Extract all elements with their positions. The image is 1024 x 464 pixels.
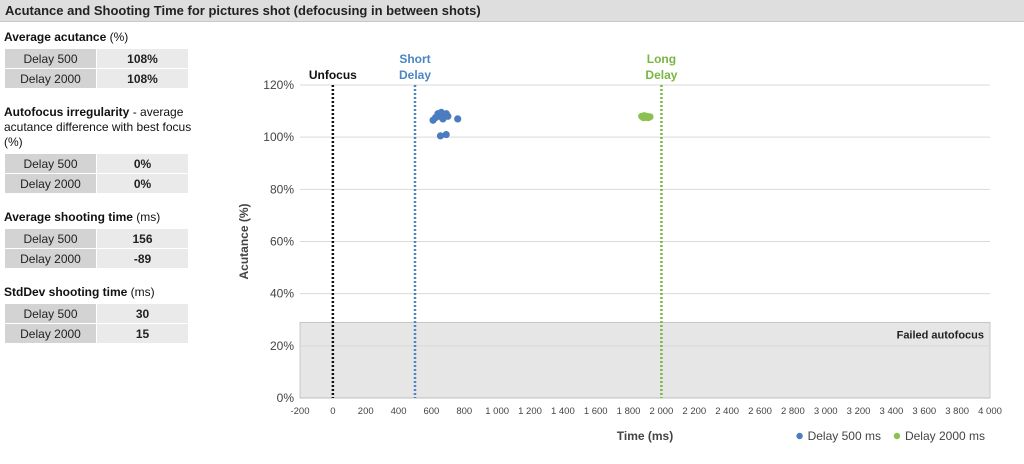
window-title-bar: Acutance and Shooting Time for pictures … <box>0 0 1024 22</box>
row-value: -89 <box>96 248 189 269</box>
row-label: Delay 500 <box>4 303 97 324</box>
stat-title-rest: (ms) <box>127 285 155 299</box>
row-value: 108% <box>96 68 189 89</box>
x-tick-label: 3 000 <box>814 406 838 417</box>
table-row: Delay 2000 0% <box>4 173 189 194</box>
stat-title-bold: Autofocus irregularity <box>4 105 130 119</box>
y-tick-label: 120% <box>263 78 294 92</box>
failed-autofocus-zone <box>299 321 991 399</box>
row-label: Delay 500 <box>4 228 97 249</box>
reference-line-label: Delay <box>399 68 431 82</box>
x-tick-label: -200 <box>290 406 309 417</box>
data-point <box>444 112 452 120</box>
table-row: Delay 500 156 <box>4 228 189 249</box>
row-value: 0% <box>96 153 189 174</box>
x-tick-label: 1 600 <box>584 406 608 417</box>
x-tick-label: 800 <box>456 406 472 417</box>
row-label: Delay 2000 <box>4 323 97 344</box>
stat-section-title: Average shooting time (ms) <box>4 210 204 225</box>
chart-title: Acutance and Shooting Time for pictures … <box>5 3 481 18</box>
y-tick-label: 100% <box>263 130 294 144</box>
x-tick-label: 3 400 <box>880 406 904 417</box>
table-row: Delay 500 0% <box>4 153 189 174</box>
stat-title-bold: Average shooting time <box>4 210 133 224</box>
row-value: 156 <box>96 228 189 249</box>
x-tick-label: 1 800 <box>617 406 641 417</box>
acutance-time-scatter-chart: Failed autofocus 0% 20% 40% 60% 80% 100% 120% -2… <box>237 52 1002 443</box>
table-row: Delay 500 30 <box>4 303 189 324</box>
x-tick-label: 600 <box>423 406 439 417</box>
stat-section: StdDev shooting time (ms) Delay 500 30 Dela… <box>4 285 204 344</box>
x-tick-label: 0 <box>330 406 335 417</box>
y-tick-label: 80% <box>270 182 294 196</box>
data-point <box>436 132 445 140</box>
stat-title-rest: - average acutance difference with best … <box>4 105 192 149</box>
reference-line-label: Long <box>647 52 676 66</box>
legend-marker <box>893 432 901 440</box>
x-tick-label: 1 200 <box>518 406 542 417</box>
legend-marker <box>796 432 803 440</box>
row-label: Delay 2000 <box>4 68 97 89</box>
y-tick-label: 40% <box>270 287 294 301</box>
x-tick-label: 3 200 <box>847 406 871 417</box>
x-tick-label: 2 000 <box>650 406 674 417</box>
stats-panel: Average acutance (%) Delay 500 108% Delay 2… <box>4 30 204 360</box>
stat-table: Delay 500 108% Delay 2000 108% <box>4 48 189 89</box>
table-row: Delay 2000 108% <box>4 68 189 89</box>
x-tick-label: 400 <box>391 406 407 417</box>
row-label: Delay 2000 <box>4 173 97 194</box>
legend-label: Delay 500 ms <box>808 429 881 443</box>
failed-autofocus-label: Failed autofocus <box>897 329 984 341</box>
stat-section-title: Autofocus irregularity - average acutanc… <box>4 105 194 150</box>
x-tick-label: 1 400 <box>551 406 575 417</box>
x-tick-label: 2 600 <box>748 406 772 417</box>
legend-label: Delay 2000 ms <box>905 429 985 443</box>
reference-line-label: Unfocus <box>309 68 357 82</box>
stat-section-title: StdDev shooting time (ms) <box>4 285 204 300</box>
row-value: 30 <box>96 303 189 324</box>
data-point <box>442 130 450 139</box>
stat-title-bold: Average acutance <box>4 30 107 44</box>
y-tick-label: 0% <box>277 391 295 405</box>
row-value: 108% <box>96 48 189 69</box>
row-label: Delay 2000 <box>4 248 97 269</box>
x-tick-label: 3 800 <box>945 406 969 417</box>
table-row: Delay 500 108% <box>4 48 189 69</box>
stat-table: Delay 500 0% Delay 2000 0% <box>4 153 189 194</box>
row-label: Delay 500 <box>4 48 97 69</box>
stat-title-rest: (%) <box>106 30 129 44</box>
stat-table: Delay 500 156 Delay 2000 -89 <box>4 228 189 269</box>
x-tick-label: 2 400 <box>715 406 739 417</box>
stat-title-bold: StdDev shooting time <box>4 285 128 299</box>
stat-section: Average acutance (%) Delay 500 108% Delay 2… <box>4 30 204 89</box>
row-value: 0% <box>96 173 189 194</box>
x-tick-label: 200 <box>358 406 374 417</box>
data-point <box>454 115 462 123</box>
stat-section: Autofocus irregularity - average acutanc… <box>4 105 204 194</box>
stat-section-title: Average acutance (%) <box>4 30 204 45</box>
reference-line-label: Short <box>399 52 430 66</box>
y-tick-label: 20% <box>270 339 294 353</box>
stat-section: Average shooting time (ms) Delay 500 156 De… <box>4 210 204 269</box>
y-tick-label: 60% <box>270 235 294 249</box>
x-tick-label: 4 000 <box>978 406 1002 417</box>
x-axis-title: Time (ms) <box>617 429 673 443</box>
x-tick-label: 2 200 <box>682 406 706 417</box>
table-row: Delay 2000 15 <box>4 323 189 344</box>
y-axis-title: Acutance (%) <box>237 203 251 279</box>
stat-table: Delay 500 30 Delay 2000 15 <box>4 303 189 344</box>
x-tick-label: 1 000 <box>485 406 509 417</box>
x-tick-label: 2 800 <box>781 406 805 417</box>
table-row: Delay 2000 -89 <box>4 248 189 269</box>
row-label: Delay 500 <box>4 153 97 174</box>
data-point <box>646 113 654 121</box>
row-value: 15 <box>96 323 189 344</box>
stat-title-rest: (ms) <box>132 210 161 224</box>
reference-line-label: Delay <box>645 68 677 82</box>
x-tick-label: 3 600 <box>912 406 936 417</box>
